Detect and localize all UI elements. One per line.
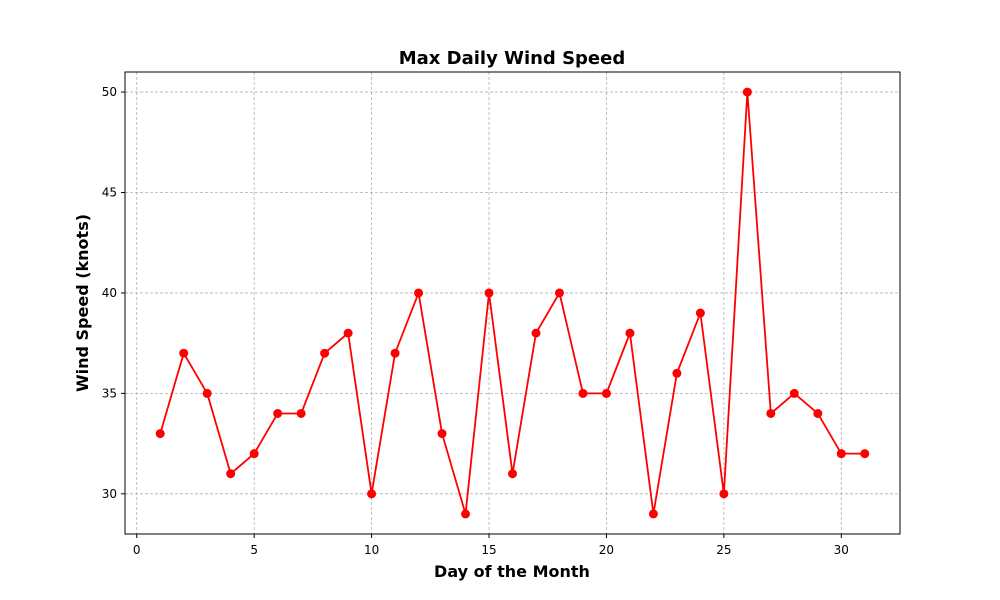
data-point	[367, 489, 377, 499]
data-point	[531, 328, 541, 338]
x-tick-label: 0	[133, 543, 141, 557]
chart-title: Max Daily Wind Speed	[399, 48, 626, 69]
data-point	[437, 429, 447, 439]
data-point	[742, 87, 752, 97]
data-point	[836, 449, 846, 459]
x-tick-label: 25	[716, 543, 731, 557]
x-tick-label: 30	[834, 543, 849, 557]
data-point	[155, 429, 165, 439]
data-point	[296, 408, 306, 418]
series-line	[159, 92, 865, 515]
data-point	[672, 368, 682, 378]
x-axis-label: Day of the Month	[434, 562, 590, 581]
x-tick-label: 20	[599, 543, 614, 557]
data-point	[390, 348, 400, 358]
y-tick-label: 30	[102, 487, 117, 501]
data-point	[719, 489, 729, 499]
y-tick-label: 40	[102, 286, 117, 300]
data-point	[320, 348, 330, 358]
x-tick-label: 10	[364, 543, 379, 557]
data-point	[273, 408, 283, 418]
data-point	[766, 408, 776, 418]
y-axis-label: Wind Speed (knots)	[73, 214, 92, 392]
y-tick-label: 50	[102, 85, 117, 99]
data-point	[249, 449, 259, 459]
data-point	[484, 288, 494, 298]
data-point	[461, 509, 471, 519]
data-point	[625, 328, 635, 338]
data-point	[343, 328, 353, 338]
data-point	[414, 288, 424, 298]
plot-area-frame	[124, 71, 901, 535]
x-tick-label: 5	[250, 543, 258, 557]
data-point	[695, 308, 705, 318]
data-point	[508, 469, 517, 479]
data-point	[789, 388, 799, 398]
data-point	[226, 469, 236, 479]
data-point	[601, 388, 611, 398]
data-point	[648, 509, 658, 519]
y-tick-label: 45	[102, 186, 117, 200]
data-point	[813, 408, 823, 418]
y-tick-label: 35	[102, 386, 117, 400]
axis-ticks: 0 5 10 15 20 25 30 30 35 40 45 50	[102, 85, 849, 557]
data-point	[179, 348, 189, 358]
series-wind-speed	[155, 87, 870, 519]
data-point	[860, 449, 870, 459]
grid	[125, 72, 900, 534]
x-tick-label: 15	[481, 543, 496, 557]
data-point	[202, 388, 212, 398]
data-point	[578, 388, 588, 398]
data-point	[554, 288, 564, 298]
